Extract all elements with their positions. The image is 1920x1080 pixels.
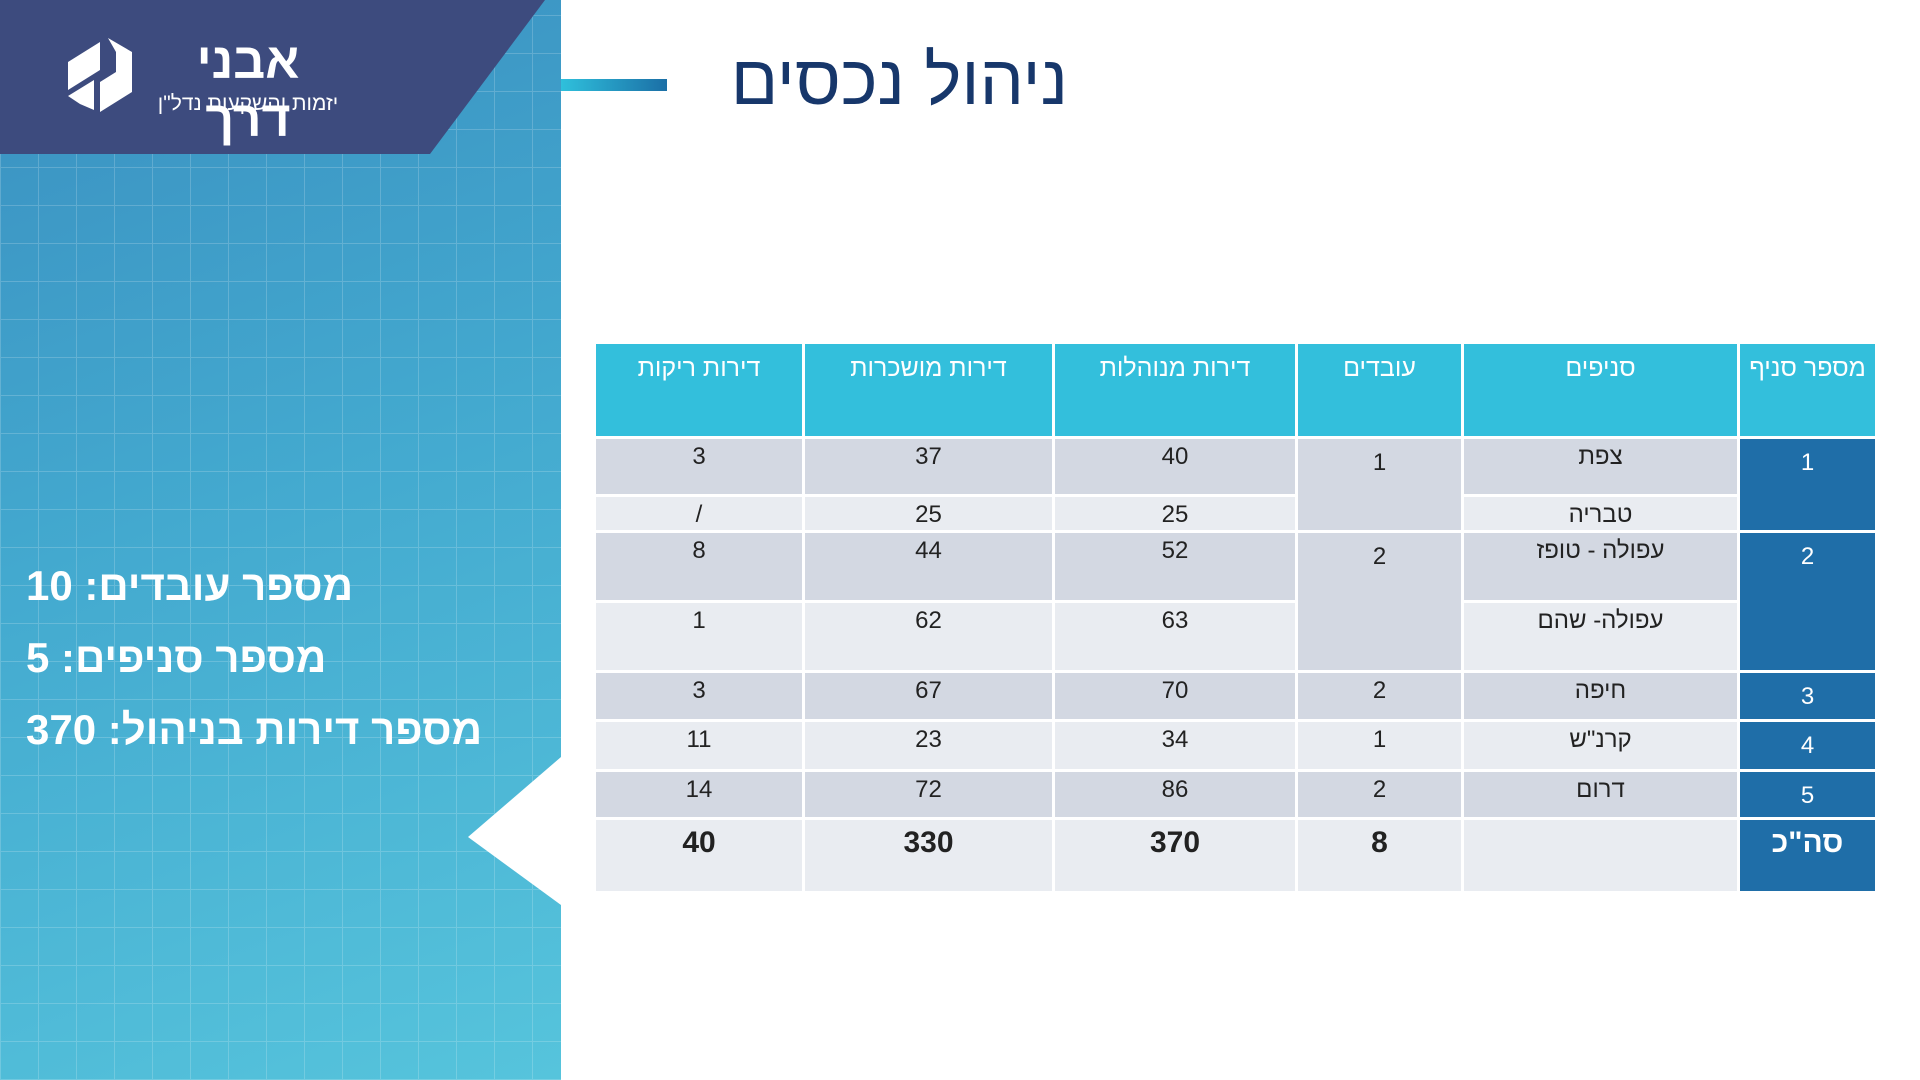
managed: 52 [1052,530,1298,603]
branch-name: חיפה [1461,670,1740,722]
stat: מספר עובדים: 10 [26,562,354,609]
managed: 70 [1052,670,1298,722]
branch-name: צפת [1461,436,1740,497]
header-cell: סניפים [1461,341,1740,439]
total-workers: 8 [1295,817,1464,894]
stat: מספר דירות בניהול: 370 [26,706,483,753]
workers: 1 [1295,719,1464,772]
vacant: 3 [593,436,805,497]
workers: 2 [1295,769,1464,820]
branch-name: קרנ"ש [1461,719,1740,772]
rented: 72 [802,769,1055,820]
total-managed: 370 [1052,817,1298,894]
table-row: עפולה- שהם 63 62 1 [593,600,1877,673]
branch-number: 5 [1737,769,1878,820]
workers: 2 [1295,670,1464,722]
managed: 40 [1052,436,1298,497]
total-label: סה"כ [1737,817,1878,894]
managed: 63 [1052,600,1298,673]
total-vacant: 40 [593,817,805,894]
rented: 44 [802,530,1055,603]
branch-number: 4 [1737,719,1878,772]
branch-number: 2 [1737,530,1878,673]
table-row: 1 צפת 1 40 37 3 [593,436,1878,533]
vacant: 1 [593,600,805,673]
side-panel: אבני דרך יזמות והשקעות נדל"ן מספר עובדים… [0,0,561,1080]
assets-table: מספר סניף סניפים עובדים דירות מנוהלות דירות … [593,341,1878,894]
rented: 25 [802,494,1055,533]
branch-number: 3 [1737,670,1878,722]
rented: 67 [802,670,1055,722]
vacant: 8 [593,530,805,603]
header-row: מספר סניף סניפים עובדים דירות מנוהלות דירות … [593,341,1878,439]
workers: 2 [1295,530,1464,673]
brand-tagline: יזמות והשקעות נדל"ן [157,92,339,115]
empty-cell [1461,817,1740,894]
header-cell: מספר סניף [1737,341,1878,439]
branch-number: 1 [1737,436,1878,533]
header-cell: דירות ריקות [593,341,805,439]
header-cell: דירות מנוהלות [1052,341,1298,439]
rented: 62 [802,600,1055,673]
vacant: / [593,494,805,533]
vacant: 3 [593,670,805,722]
vacant: 14 [593,769,805,820]
title-accent [561,79,667,91]
branch-name: דרום [1461,769,1740,820]
brand-box [0,0,545,154]
table-row: 2 עפולה - טופז 2 52 44 8 [593,530,1878,673]
managed: 25 [1052,494,1298,533]
total-rented: 330 [802,817,1055,894]
notch [468,757,561,905]
brand-name: אבני דרך [196,33,300,147]
header-cell: דירות מושכרות [802,341,1055,439]
rented: 23 [802,719,1055,772]
rented: 37 [802,436,1055,497]
managed: 86 [1052,769,1298,820]
logo-icon [68,38,132,112]
table-row: טבריה 25 25/ [593,494,1877,533]
branch-name: טבריה [1461,494,1740,533]
blueprint-pattern [0,0,561,1080]
slide-title: ניהול נכסים [730,41,1068,119]
header-cell: עובדים [1295,341,1464,439]
total-row: סה"כ 8 370 330 40 [593,817,1878,894]
table-row: 5 דרום 2 86 72 14 [593,769,1878,820]
workers: 1 [1295,436,1464,533]
table-row: 4 קרנ"ש 1 34 23 11 [593,719,1878,772]
branch-name: עפולה - טופז [1461,530,1740,603]
managed: 34 [1052,719,1298,772]
vacant: 11 [593,719,805,772]
table-row: 3 חיפה 2 70 67 3 [593,670,1878,722]
stat: מספר סניפים: 5 [26,634,327,681]
branch-name: עפולה- שהם [1461,600,1740,673]
